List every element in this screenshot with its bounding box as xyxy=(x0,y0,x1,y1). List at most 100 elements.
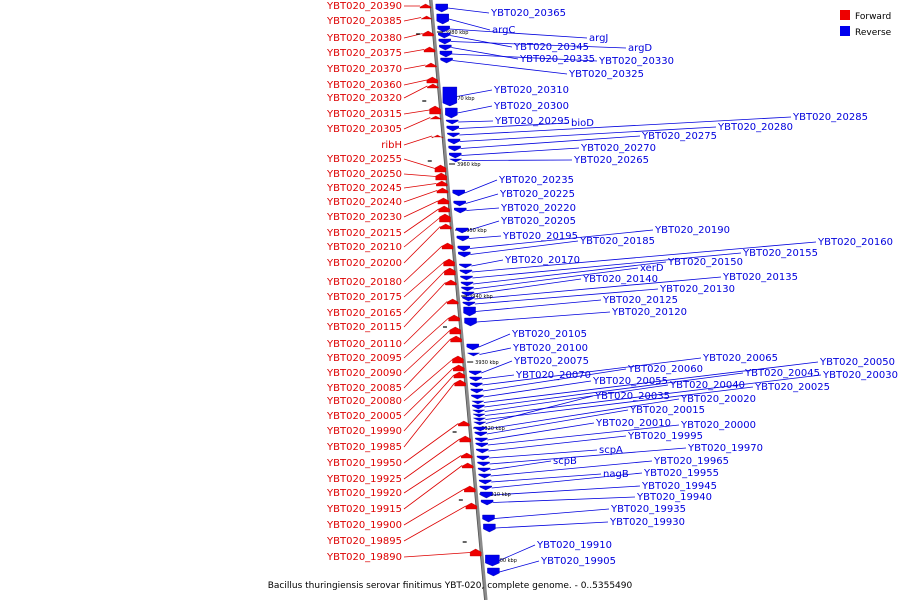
leader-line xyxy=(457,105,493,114)
leader-line xyxy=(474,276,722,300)
reverse-gene-label: YBT020_19905 xyxy=(540,556,616,567)
reverse-gene-label: argD xyxy=(628,43,652,54)
reverse-gene-feature xyxy=(435,3,448,13)
reverse-gene-feature xyxy=(448,145,461,152)
leader-line xyxy=(491,473,602,483)
leader-line xyxy=(460,135,641,149)
forward-gene-label: YBT020_20240 xyxy=(326,197,402,208)
reverse-gene-feature xyxy=(478,473,491,479)
reverse-gene-feature xyxy=(439,50,453,58)
reverse-gene-label: argJ xyxy=(589,33,608,44)
reverse-gene-feature xyxy=(483,523,496,533)
forward-gene-feature xyxy=(436,187,449,194)
forward-gene-feature xyxy=(439,213,451,223)
reverse-gene-label: YBT020_19970 xyxy=(687,443,763,454)
forward-gene-label: YBT020_20245 xyxy=(326,183,402,194)
leader-line xyxy=(486,409,629,435)
forward-gene-feature xyxy=(427,83,439,89)
reverse-gene-feature xyxy=(471,394,484,400)
reverse-gene-feature xyxy=(452,189,465,197)
reverse-gene-label: YBT020_20170 xyxy=(504,255,580,266)
reverse-gene-label: YBT020_20330 xyxy=(598,56,674,67)
leader-line xyxy=(403,109,430,115)
forward-gene-label: YBT020_20360 xyxy=(326,80,402,91)
legend-reverse-label: Reverse xyxy=(855,28,892,38)
reverse-gene-label: YBT020_20105 xyxy=(511,329,587,340)
tick-label: 3940 kbp xyxy=(469,294,493,300)
leader-line xyxy=(403,423,459,464)
leader-line xyxy=(464,179,498,194)
forward-gene-feature xyxy=(452,355,464,364)
reverse-gene-feature xyxy=(439,44,452,51)
leader-line xyxy=(450,35,513,48)
leader-line xyxy=(490,460,552,471)
tick-label: 3910 kbp xyxy=(487,492,511,498)
reverse-gene-feature xyxy=(467,352,480,357)
leader-line xyxy=(472,261,667,285)
leader-line xyxy=(403,173,436,177)
reverse-gene-feature xyxy=(473,421,486,426)
tick-label: 3980 kbp xyxy=(445,30,469,36)
reverse-gene-label: YBT020_20125 xyxy=(602,295,678,306)
leader-line xyxy=(403,85,428,99)
reverse-gene-label: YBT020_19940 xyxy=(636,492,712,503)
leader-line xyxy=(461,147,580,156)
reverse-gene-feature xyxy=(459,263,472,269)
reverse-gene-label: YBT020_20310 xyxy=(493,85,569,96)
leader-line xyxy=(403,190,438,203)
forward-gene-feature xyxy=(446,298,459,305)
reverse-gene-label: scpA xyxy=(599,445,623,456)
tick-label: 3920 kbp xyxy=(481,426,505,432)
forward-gene-feature xyxy=(441,242,454,250)
forward-gene-feature xyxy=(419,3,432,9)
leader-line xyxy=(485,374,822,416)
forward-gene-feature xyxy=(434,164,447,173)
reverse-gene-label: YBT020_20055 xyxy=(592,376,668,387)
tick-label: 3900 kbp xyxy=(493,558,517,564)
leader-line xyxy=(459,126,717,142)
forward-gene-label: YBT020_20380 xyxy=(326,33,402,44)
forward-gene-label: YBT020_20320 xyxy=(326,93,402,104)
forward-gene-feature xyxy=(426,76,439,84)
forward-gene-feature xyxy=(449,326,461,335)
reverse-gene-label: xerD xyxy=(640,263,664,274)
reverse-gene-label: YBT020_20020 xyxy=(680,394,756,405)
forward-gene-label: YBT020_20230 xyxy=(326,212,402,223)
reverse-gene-feature xyxy=(442,86,458,107)
reverse-gene-feature xyxy=(447,138,461,145)
forward-gene-feature xyxy=(444,267,456,276)
reverse-gene-label: YBT020_20030 xyxy=(822,370,898,381)
leader-line xyxy=(468,220,500,231)
forward-gene-label: YBT020_20385 xyxy=(326,16,402,27)
forward-gene-feature xyxy=(430,115,442,120)
leader-line xyxy=(456,89,493,97)
reverse-gene-feature xyxy=(474,431,487,437)
forward-gene-label: YBT020_20210 xyxy=(326,242,402,253)
forward-gene-label: YBT020_20375 xyxy=(326,48,402,59)
forward-gene-label: YBT020_19990 xyxy=(326,426,402,437)
reverse-gene-feature xyxy=(445,107,458,119)
reverse-gene-label: YBT020_19930 xyxy=(609,517,685,528)
forward-gene-feature xyxy=(443,258,455,267)
reverse-gene-label: YBT020_20270 xyxy=(580,143,656,154)
reverse-gene-feature xyxy=(438,32,451,39)
forward-gene-label: YBT020_20200 xyxy=(326,258,402,269)
forward-gene-label: YBT020_20090 xyxy=(326,368,402,379)
reverse-gene-label: YBT020_20220 xyxy=(500,203,576,214)
leader-line xyxy=(490,460,653,477)
reverse-gene-label: YBT020_20045 xyxy=(744,368,820,379)
leader-line xyxy=(403,183,437,189)
leader-line xyxy=(473,278,582,295)
leader-line xyxy=(494,508,610,519)
forward-gene-label: YBT020_19900 xyxy=(326,520,402,531)
reverse-gene-feature xyxy=(459,269,473,275)
legend-reverse-swatch xyxy=(840,26,850,36)
reverse-gene-label: YBT020_20060 xyxy=(627,364,703,375)
leader-line xyxy=(465,193,499,204)
reverse-gene-label: YBT020_20325 xyxy=(568,69,644,80)
reverse-gene-label: YBT020_20155 xyxy=(742,248,818,259)
forward-gene-feature xyxy=(422,30,434,37)
forward-gene-label: YBT020_20390 xyxy=(326,1,402,12)
reverse-gene-feature xyxy=(462,301,476,307)
forward-gene-feature xyxy=(440,223,452,230)
